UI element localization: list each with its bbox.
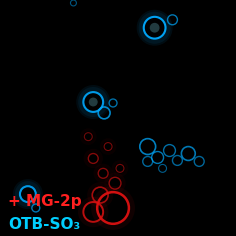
Text: OTB-SO₃: OTB-SO₃ — [8, 217, 80, 232]
Text: + MG-2p: + MG-2p — [8, 194, 82, 209]
Circle shape — [89, 97, 98, 106]
Circle shape — [150, 23, 160, 33]
